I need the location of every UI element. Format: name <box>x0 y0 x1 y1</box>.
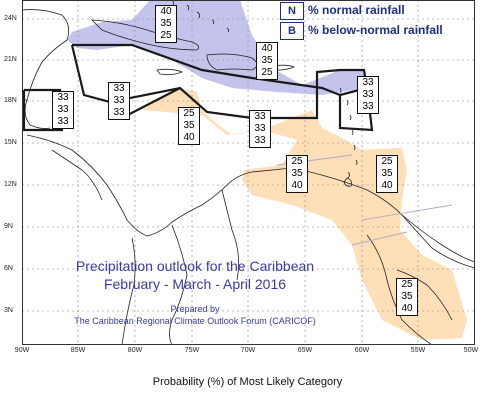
prob-value: 25 <box>160 30 172 41</box>
prob-value: 35 <box>160 18 172 29</box>
prob-value: 35 <box>401 291 413 302</box>
prob-value: 33 <box>57 92 69 103</box>
prob-value: 25 <box>381 156 393 167</box>
x-tick-55w: 55W <box>410 347 426 354</box>
prob-value: 33 <box>362 89 374 100</box>
prob-value: 33 <box>254 111 266 122</box>
prob-value: 33 <box>254 123 266 134</box>
y-tick-21n: 21N <box>4 56 17 63</box>
x-tick-90w: 90W <box>14 347 30 354</box>
prob-value: 40 <box>381 180 393 191</box>
y-tick-15n: 15N <box>4 139 17 146</box>
x-tick-70w: 70W <box>240 347 256 354</box>
x-tick-85w: 85W <box>70 347 86 354</box>
prob-box-hispaniola-south: 33 33 33 <box>249 110 271 148</box>
prob-value: 25 <box>183 108 195 119</box>
map-svg <box>22 0 475 345</box>
coastlines <box>22 0 475 345</box>
map-border <box>22 0 475 345</box>
organization-label: The Caribbean Regional Climate Outlook F… <box>74 316 316 326</box>
prob-box-bahamas: 40 35 25 <box>155 5 177 43</box>
prob-value: 40 <box>401 303 413 314</box>
prob-value: 35 <box>291 168 303 179</box>
x-tick-80w: 80W <box>127 347 143 354</box>
y-tick-9n: 9N <box>4 223 13 230</box>
prob-value: 35 <box>381 168 393 179</box>
prob-box-central-caribbean: 25 35 40 <box>286 155 308 193</box>
prob-value: 33 <box>362 101 374 112</box>
prob-value: 33 <box>113 107 125 118</box>
legend-b-label: % below-normal rainfall <box>308 23 443 37</box>
map-area: 40 35 25 40 35 25 33 33 33 33 33 33 25 3… <box>22 0 475 345</box>
below-normal-region <box>142 88 467 340</box>
prob-value: 25 <box>401 279 413 290</box>
prob-box-guianas: 25 35 40 <box>396 278 418 316</box>
prob-value: 35 <box>261 55 273 66</box>
prob-value: 40 <box>291 180 303 191</box>
prob-value: 33 <box>113 83 125 94</box>
prob-value: 33 <box>254 135 266 146</box>
legend-n-box: N <box>280 2 304 20</box>
prepared-by-label: Prepared by <box>170 304 220 314</box>
graticule <box>22 0 475 345</box>
legend-n-label: % normal rainfall <box>308 3 405 17</box>
y-tick-6n: 6N <box>4 265 13 272</box>
x-tick-60w: 60W <box>354 347 370 354</box>
zone-boundaries <box>22 43 374 132</box>
y-tick-3n: 3N <box>4 307 13 314</box>
prob-value: 40 <box>160 6 172 17</box>
figure-caption: Probability (%) of Most Likely Category <box>152 376 343 388</box>
prob-box-windwards: 25 35 40 <box>376 155 398 193</box>
prob-box-leewards: 33 33 33 <box>357 76 379 114</box>
prob-value: 33 <box>362 77 374 88</box>
outlook-title-line1: Precipitation outlook for the Caribbean <box>75 258 315 274</box>
x-tick-65w: 65W <box>297 347 313 354</box>
prob-value: 25 <box>261 67 273 78</box>
prob-box-north-caribbean: 40 35 25 <box>256 42 278 80</box>
y-tick-18n: 18N <box>4 97 17 104</box>
prob-box-belize: 33 33 33 <box>52 91 74 129</box>
outlook-title-line2: February - March - April 2016 <box>103 276 287 292</box>
legend-b-box: B <box>280 22 304 40</box>
prob-box-cayman: 33 33 33 <box>108 82 130 120</box>
prob-value: 40 <box>261 43 273 54</box>
prob-value: 33 <box>113 95 125 106</box>
y-tick-24n: 24N <box>4 15 17 22</box>
prob-value: 25 <box>291 156 303 167</box>
prob-box-jamaica-south: 25 35 40 <box>178 107 200 145</box>
prob-value: 33 <box>57 116 69 127</box>
above-normal-region <box>67 0 367 95</box>
prob-value: 40 <box>183 132 195 143</box>
prob-value: 35 <box>183 120 195 131</box>
x-tick-50w: 50W <box>463 347 479 354</box>
prob-value: 33 <box>57 104 69 115</box>
y-tick-12n: 12N <box>4 181 17 188</box>
x-tick-75w: 75W <box>184 347 200 354</box>
